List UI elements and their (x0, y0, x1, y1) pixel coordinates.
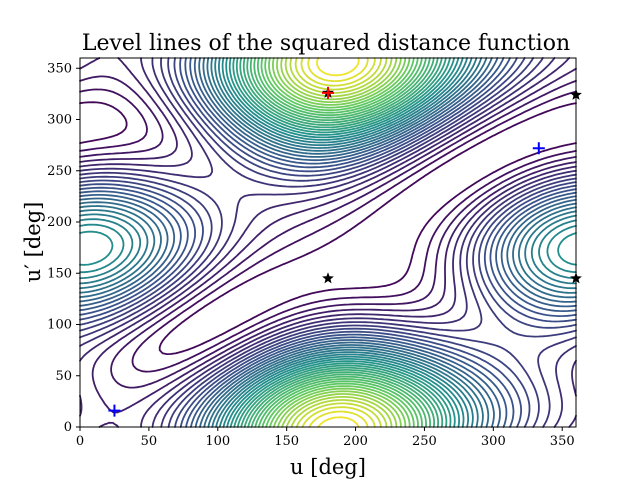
y-tick-label: 300 (47, 113, 72, 128)
contour-level-line (307, 57, 369, 428)
contour-level-line (79, 88, 577, 373)
contour-level-line (246, 57, 435, 428)
x-axis-ticks: 0 50 100 150 200 250 300 350 (76, 427, 575, 449)
contour-level-line (79, 57, 577, 428)
minimum-plus-marker (108, 404, 121, 417)
contour-level-line (260, 57, 419, 428)
contour-level-line (79, 57, 577, 428)
contour-lines (79, 57, 577, 428)
contour-level-line (294, 57, 382, 428)
contour-level-line (79, 57, 577, 428)
contour-level-line (79, 101, 577, 355)
x-axis-label: u [deg] (290, 455, 366, 479)
contour-level-line (316, 57, 360, 428)
y-axis-ticks: 0 50 100 150 200 250 300 350 (47, 61, 80, 435)
y-axis-label: u′ [deg] (21, 202, 45, 283)
y-tick-label: 350 (47, 61, 72, 76)
contour-level-line (276, 57, 402, 428)
chart-title: Level lines of the squared distance func… (82, 31, 570, 56)
contour-level-line (79, 57, 577, 428)
contour-level-line (280, 57, 398, 428)
x-tick-label: 150 (274, 434, 299, 449)
saddle-star-marker (322, 272, 334, 284)
plot-frame (79, 57, 577, 428)
contour-level-line (79, 57, 577, 428)
y-tick-label: 250 (47, 164, 72, 179)
y-tick-label: 50 (55, 369, 72, 384)
x-tick-label: 250 (412, 434, 437, 449)
contour-level-line (249, 57, 431, 428)
contour-level-line (79, 57, 577, 428)
contour-level-line (253, 57, 427, 428)
contour-level-line (79, 57, 577, 428)
contour-level-line (79, 57, 577, 428)
maximum-plus-marker (322, 86, 334, 99)
contour-level-line (257, 57, 423, 428)
contour-level-line (264, 57, 415, 428)
y-tick-label: 150 (47, 266, 72, 281)
contour-level-line (79, 57, 577, 428)
y-tick-label: 0 (64, 420, 72, 435)
x-tick-label: 300 (481, 434, 506, 449)
x-tick-label: 350 (550, 434, 575, 449)
contour-level-line (79, 57, 577, 428)
contour-level-line (289, 57, 388, 428)
x-tick-label: 200 (343, 434, 368, 449)
contour-level-line (79, 57, 577, 428)
contour-level-line (79, 57, 577, 428)
contour-level-line (79, 57, 577, 428)
contour-level-line (232, 57, 452, 428)
contour-level-line (79, 57, 577, 428)
contour-level-line (242, 57, 439, 428)
contour-level-line (272, 57, 407, 428)
x-tick-label: 0 (76, 434, 84, 449)
contour-level-line (228, 57, 456, 428)
contour-level-line (235, 57, 448, 428)
contour-level-line (79, 75, 577, 389)
y-tick-label: 100 (47, 318, 72, 333)
minimum-plus-marker (532, 142, 545, 155)
contour-level-line (79, 57, 577, 428)
contour-level-line (79, 57, 577, 428)
y-tick-label: 200 (47, 215, 72, 230)
x-tick-label: 100 (205, 434, 230, 449)
x-tick-label: 50 (141, 434, 158, 449)
contour-level-line (300, 57, 376, 428)
